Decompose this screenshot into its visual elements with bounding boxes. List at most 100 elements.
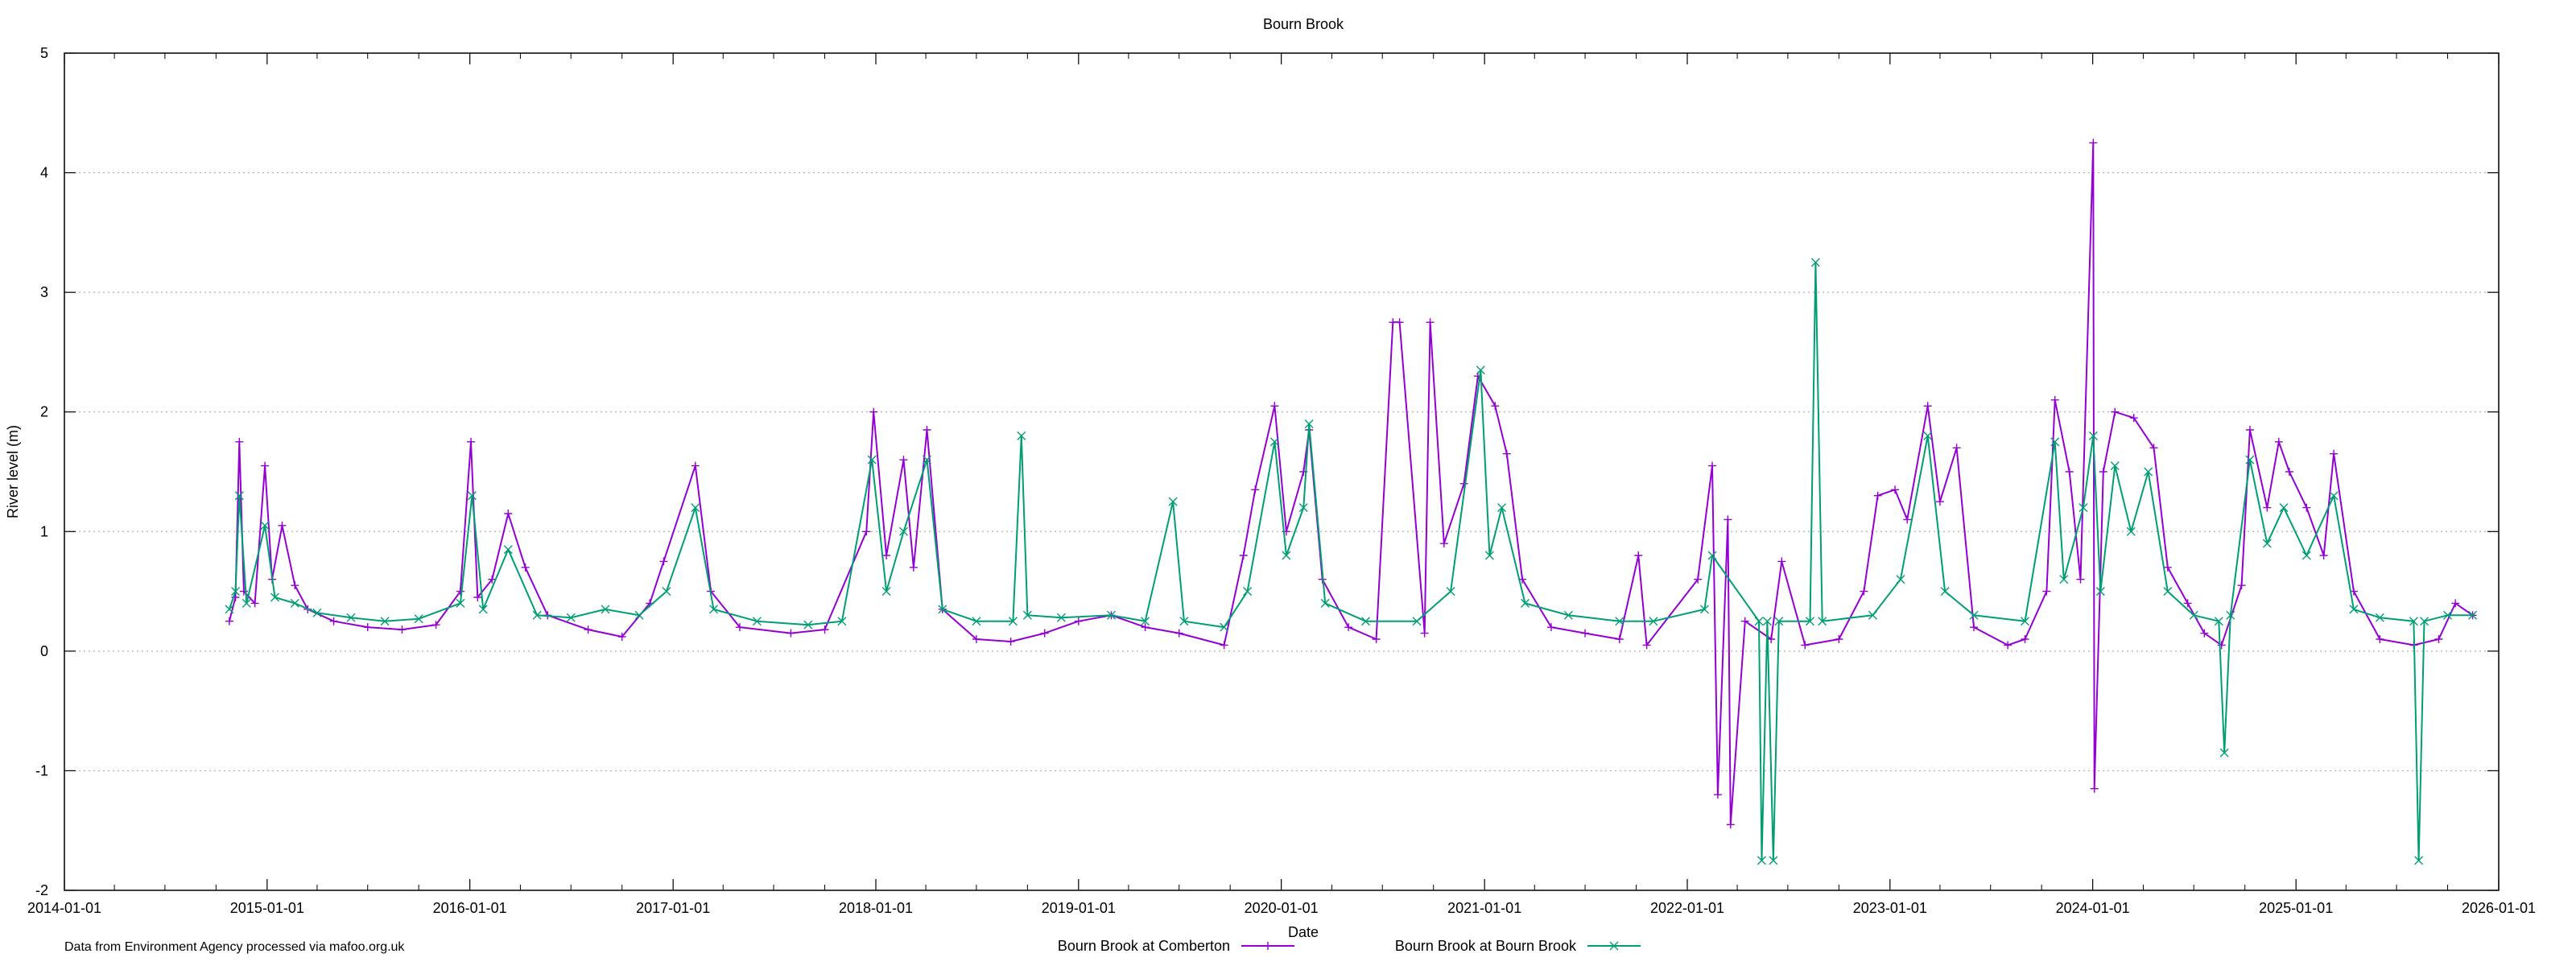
data-point	[1952, 444, 1961, 452]
y-tick-label: 0	[40, 643, 48, 659]
data-point	[250, 599, 259, 608]
data-point	[532, 610, 542, 620]
data-point	[414, 614, 423, 624]
data-point	[1270, 402, 1279, 411]
data-point	[2099, 468, 2107, 476]
data-point	[2376, 635, 2384, 643]
data-point	[1581, 629, 1590, 638]
legend-label-comberton: Bourn Brook at Comberton	[1058, 938, 1230, 954]
y-tick-label: 5	[40, 45, 48, 61]
data-point	[1269, 437, 1279, 447]
data-point	[1969, 610, 1979, 620]
data-point	[1896, 575, 1905, 584]
data-point	[1497, 503, 1507, 513]
data-point	[467, 491, 477, 501]
data-point	[1615, 617, 1624, 626]
data-point	[456, 587, 464, 596]
y-tick-label: -1	[35, 762, 48, 778]
data-point	[1040, 629, 1049, 638]
data-point	[2129, 414, 2138, 423]
data-point	[1179, 617, 1189, 626]
data-point	[837, 617, 847, 626]
data-point	[2020, 617, 2029, 626]
y-tick-label: 3	[40, 284, 48, 300]
data-point	[1801, 641, 1810, 650]
data-point	[2059, 575, 2069, 584]
data-point	[473, 593, 482, 601]
data-point	[329, 617, 338, 625]
data-point	[2042, 587, 2051, 596]
data-point	[2088, 431, 2098, 440]
data-point	[1412, 617, 1422, 626]
data-point	[1754, 617, 1764, 626]
data-point	[634, 610, 644, 620]
series-bourn-brook-at-bourn-brook	[225, 258, 2478, 865]
data-point	[1446, 587, 1455, 597]
data-point	[234, 491, 244, 501]
data-point	[2095, 587, 2105, 597]
data-point	[2149, 444, 2158, 452]
data-point	[2245, 426, 2254, 434]
data-point	[882, 551, 891, 559]
data-point	[1304, 419, 1314, 429]
data-point	[938, 605, 947, 614]
data-point	[1563, 610, 1573, 620]
series-bourn-brook-at-comberton	[225, 138, 2477, 829]
data-point	[691, 503, 700, 513]
data-point	[869, 407, 878, 416]
data-point	[1022, 610, 1032, 620]
data-point	[803, 620, 813, 630]
data-point	[1810, 258, 1820, 267]
data-point	[1056, 613, 1066, 622]
data-point	[456, 598, 465, 608]
data-point	[1239, 551, 1248, 559]
data-point	[503, 545, 513, 555]
data-point	[2302, 503, 2311, 512]
data-point	[1699, 605, 1709, 614]
data-point	[881, 587, 891, 597]
data-point	[752, 617, 762, 626]
data-point	[1439, 539, 1448, 548]
x-tick-label: 2017-01-01	[636, 900, 710, 916]
data-point	[2090, 784, 2099, 793]
data-point	[1860, 587, 1868, 596]
data-point	[1707, 551, 1717, 560]
legend-label-bourn-brook: Bourn Brook at Bourn Brook	[1395, 938, 1577, 954]
data-point	[478, 605, 488, 614]
data-point	[2274, 437, 2283, 446]
data-point	[735, 623, 744, 632]
data-point	[1891, 485, 1900, 494]
x-tick-label: 2020-01-01	[1245, 900, 1319, 916]
data-point	[2245, 455, 2255, 464]
x-tick-label: 2015-01-01	[230, 900, 304, 916]
data-point	[2214, 617, 2223, 626]
data-point	[2089, 138, 2098, 147]
data-point	[2329, 491, 2339, 501]
data-point	[2301, 551, 2311, 560]
plot-area	[225, 138, 2478, 865]
x-tick-label: 2026-01-01	[2462, 900, 2536, 916]
data-point	[2434, 635, 2443, 643]
data-point	[1168, 497, 1178, 506]
data-point	[1141, 623, 1150, 632]
data-point	[2420, 617, 2429, 626]
x-tick-label: 2019-01-01	[1042, 900, 1116, 916]
data-point	[1724, 515, 1732, 524]
x-tick-label: 2025-01-01	[2259, 900, 2333, 916]
data-point	[2200, 629, 2209, 638]
data-point	[1484, 551, 1494, 560]
data-point	[1361, 617, 1371, 626]
chart-title: Bourn Brook	[1263, 16, 1344, 32]
legend: Bourn Brook at Comberton Bourn Brook at …	[1058, 938, 1641, 954]
data-point	[1757, 856, 1766, 865]
data-point	[2443, 610, 2453, 620]
data-point	[260, 521, 270, 530]
data-point	[380, 617, 390, 626]
data-point	[1282, 551, 1291, 560]
data-point	[1344, 623, 1353, 632]
data-point	[1818, 617, 1827, 626]
y-tick-label: -2	[35, 882, 48, 898]
data-point	[867, 455, 877, 464]
